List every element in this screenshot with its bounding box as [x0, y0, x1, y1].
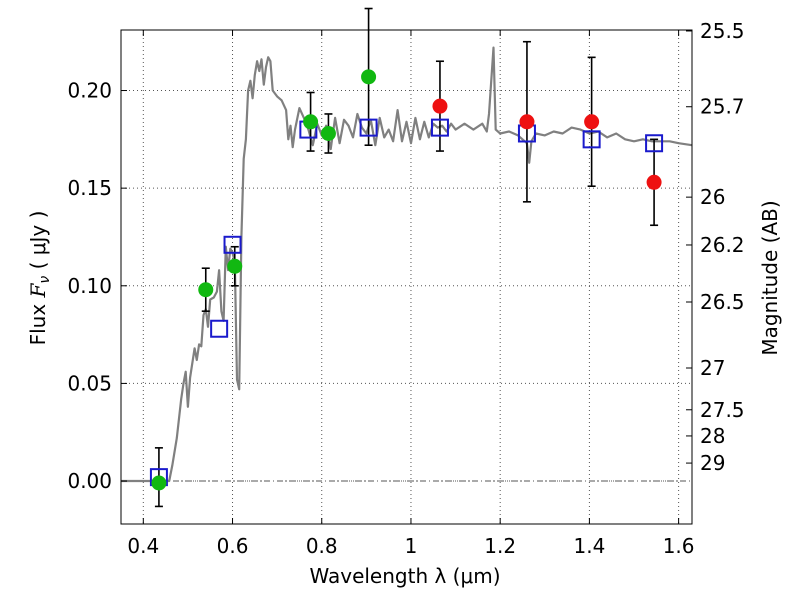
x-tick-label: 0.8 — [306, 534, 338, 558]
right-tick-label: 26.5 — [700, 290, 745, 314]
observed-points — [151, 69, 662, 491]
x-tick-label: 1 — [405, 534, 418, 558]
model-band-square — [430, 118, 449, 137]
x-tick-label: 1.6 — [663, 534, 695, 558]
model-spectrum-line — [121, 46, 693, 483]
y-tick-label: 0.10 — [67, 274, 112, 298]
y-tick-label: 0.20 — [67, 79, 112, 103]
x-tick-label: 0.6 — [217, 534, 249, 558]
y-tick-label: 0.00 — [67, 469, 112, 493]
x-tick-label: 1.4 — [573, 534, 605, 558]
observed-point-green — [198, 282, 214, 298]
observed-point-red — [584, 114, 600, 130]
observed-point-red — [519, 114, 535, 130]
observed-point-green — [320, 125, 336, 141]
right-tick-label: 25.7 — [700, 95, 745, 119]
y-axis-label-unit: ( μJy ) — [26, 211, 50, 276]
observed-point-red — [646, 174, 662, 190]
model-band-square — [223, 235, 242, 254]
x-axis-label: Wavelength λ (μm) — [309, 564, 500, 588]
observed-point-green — [151, 475, 167, 491]
right-tick-label: 25.5 — [700, 19, 745, 43]
observed-point-red — [432, 98, 448, 114]
y-axis-label-text: Flux — [26, 297, 50, 345]
y-axis-label-symbol: F — [26, 282, 50, 298]
observed-point-green — [303, 114, 319, 130]
x-tick-label: 1.2 — [484, 534, 516, 558]
model-band-square — [645, 134, 664, 153]
x-tick-label: 0.4 — [127, 534, 159, 558]
grid-lines — [121, 30, 692, 524]
right-tick-label: 26 — [700, 185, 725, 209]
observed-point-green — [361, 69, 377, 85]
y-axis-label: Flux Fν ( μJy ) — [26, 211, 53, 346]
y-tick-label: 0.05 — [67, 371, 112, 395]
tick-labels: 0.4 0.6 0.8 1 1.2 1.4 1.6 0.00 0.05 0.10 0.15 0.20 2… — [67, 19, 744, 558]
model-band-squares — [149, 118, 664, 487]
right-tick-label: 27 — [700, 356, 725, 380]
plot-frame — [120, 29, 693, 525]
y-axis-label-symbol-sub: ν — [37, 276, 53, 284]
model-band-square — [210, 319, 229, 338]
axis-ticks — [121, 30, 692, 524]
right-axis-label: Magnitude (AB) — [758, 200, 782, 355]
observed-point-green — [227, 258, 243, 274]
right-tick-label: 29 — [700, 451, 725, 475]
right-tick-label: 27.5 — [700, 398, 745, 422]
model-band-square — [359, 118, 378, 137]
model-band-square — [582, 130, 601, 149]
right-tick-label: 28 — [700, 424, 725, 448]
right-tick-label: 26.2 — [700, 233, 745, 257]
model-spectrum — [121, 46, 693, 483]
y-tick-label: 0.15 — [67, 176, 112, 200]
